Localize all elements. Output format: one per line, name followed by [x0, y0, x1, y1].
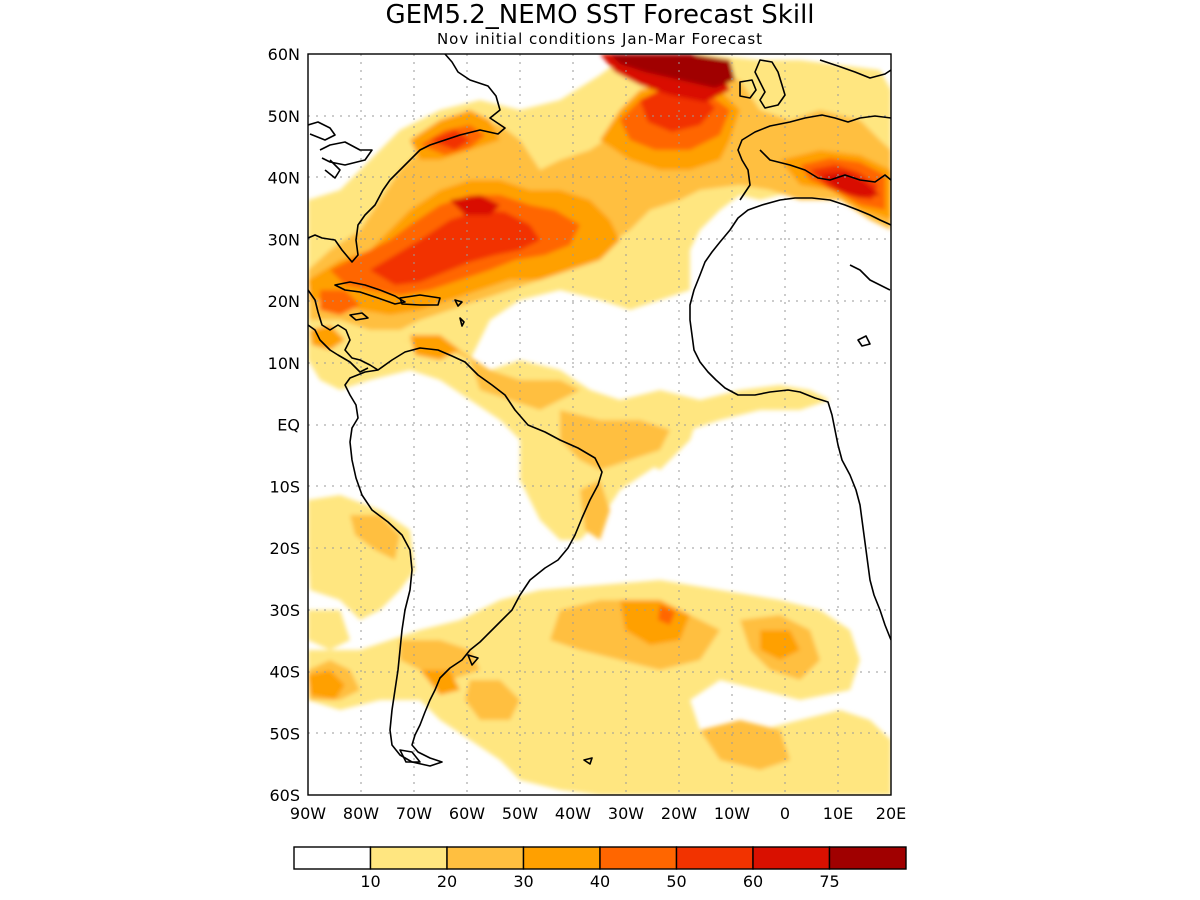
colorbar-swatch	[599, 846, 678, 870]
lon-tick-label: 80W	[343, 804, 379, 823]
lat-tick-label: 20S	[269, 539, 300, 558]
lon-tick-label: 90W	[290, 804, 326, 823]
colorbar: 10 20 30 40 50 60 75	[293, 846, 907, 891]
lat-tick-label: 30S	[269, 601, 300, 620]
colorbar-swatch	[446, 846, 525, 870]
colorbar-tick-label: 75	[819, 872, 839, 891]
figure-title: GEM5.2_NEMO SST Forecast Skill	[385, 0, 814, 30]
lon-tick-label: 20E	[876, 804, 906, 823]
colorbar-tick-label: 10	[360, 872, 380, 891]
lat-tick-label: 50S	[269, 724, 300, 743]
gridlines	[308, 54, 891, 795]
colorbar-swatch	[369, 846, 448, 870]
caribbean-islands-coastline	[334, 281, 406, 305]
longitude-tick-labels: 90W 80W 70W 60W 50W 40W 30W 20W 10W 0 10E 20E	[290, 804, 906, 823]
south-america-coastline	[344, 347, 603, 767]
colorbar-swatch	[522, 846, 601, 870]
lat-tick-label: 60S	[269, 786, 300, 805]
africa-coastline	[689, 197, 891, 641]
north-america-coastline	[308, 54, 506, 263]
skill-level-75	[610, 54, 735, 88]
lon-tick-label: 50W	[502, 804, 538, 823]
colorbar-tick-label: 20	[437, 872, 457, 891]
lat-tick-label: 60N	[268, 45, 300, 64]
lat-tick-label: 40S	[269, 663, 300, 682]
lon-tick-label: 40W	[555, 804, 591, 823]
lon-tick-label: 60W	[449, 804, 485, 823]
lon-tick-label: 20W	[661, 804, 697, 823]
map-area	[308, 54, 891, 795]
colorbar-swatch	[752, 846, 831, 870]
lat-tick-label: 50N	[268, 107, 300, 126]
lat-tick-label: 40N	[268, 169, 300, 188]
lon-tick-label: 30W	[608, 804, 644, 823]
british-isles-coastline	[754, 59, 786, 109]
lat-tick-label: EQ	[277, 416, 300, 435]
lat-tick-label: 20N	[268, 292, 300, 311]
colorbar-tick-label: 40	[590, 872, 610, 891]
lon-tick-label: 10E	[823, 804, 853, 823]
colorbar-swatch	[828, 846, 907, 870]
latitude-tick-labels: 60N 50N 40N 30N 20N 10N EQ 10S 20S 30S 40S 50S 60S	[268, 45, 300, 805]
colorbar-swatch	[293, 846, 372, 870]
skill-shading	[308, 54, 891, 795]
lat-tick-label: 30N	[268, 230, 300, 249]
map-frame	[307, 53, 892, 796]
coastlines	[308, 54, 891, 767]
lat-tick-label: 10N	[268, 354, 300, 373]
lat-tick-label: 10S	[269, 477, 300, 496]
lon-tick-label: 10W	[714, 804, 750, 823]
colorbar-tick-label: 50	[666, 872, 686, 891]
colorbar-swatch	[675, 846, 754, 870]
colorbar-tick-label: 60	[743, 872, 763, 891]
colorbar-tick-label: 30	[513, 872, 533, 891]
lon-tick-label: 0	[780, 804, 790, 823]
lon-tick-label: 70W	[396, 804, 432, 823]
figure-subtitle: Nov initial conditions Jan-Mar Forecast	[437, 30, 763, 48]
